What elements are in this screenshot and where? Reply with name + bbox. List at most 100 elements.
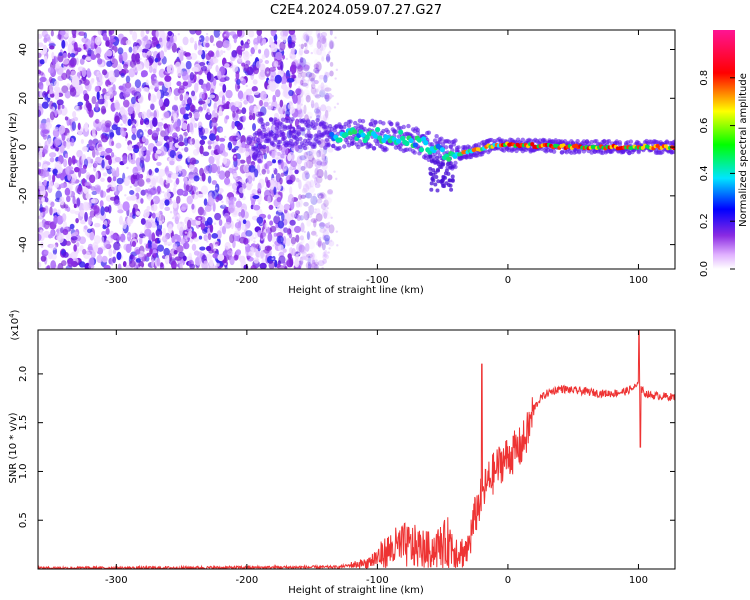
heatmap-cell — [276, 235, 284, 244]
heatmap-cell — [310, 119, 316, 125]
heatmap-cell — [112, 256, 117, 264]
heatmap-cell — [190, 90, 196, 97]
heatmap-cell — [255, 106, 259, 110]
heatmap-cell — [270, 30, 276, 37]
x-axis-label-bottom: Height of straight line (km) — [288, 585, 424, 596]
heatmap-cell — [295, 253, 299, 261]
heatmap-cell — [221, 95, 226, 105]
heatmap-cell — [232, 64, 239, 73]
heatmap-cell — [233, 133, 236, 136]
heatmap-cell — [304, 170, 309, 176]
heatmap-cell — [428, 154, 433, 159]
heatmap-cell — [52, 208, 58, 214]
heatmap-cell — [289, 186, 293, 195]
colorbar-tick-label: 0.8 — [699, 70, 710, 86]
heatmap-cell — [98, 146, 105, 152]
heatmap-cell — [91, 198, 99, 204]
heatmap-cell — [174, 216, 180, 225]
heatmap-cell — [258, 202, 261, 205]
heatmap-cell — [302, 32, 309, 40]
heatmap-cell — [282, 248, 287, 253]
heatmap-cell — [319, 50, 327, 58]
y-ticks-top: -40 -20 0 20 40 — [18, 43, 675, 253]
heatmap-cell — [221, 225, 227, 235]
heatmap-cell — [243, 164, 250, 173]
heatmap-cell — [285, 258, 289, 261]
heatmap-cell — [202, 151, 210, 157]
heatmap-cell — [69, 209, 76, 214]
heatmap-cell — [229, 31, 237, 36]
heatmap-cell — [381, 121, 386, 126]
heatmap-cell — [70, 236, 78, 241]
heatmap-cell — [162, 202, 166, 206]
heatmap-cell — [70, 251, 78, 259]
heatmap-cell — [212, 242, 215, 246]
heatmap-cell — [67, 257, 74, 268]
heatmap-cell — [130, 195, 137, 201]
heatmap-cell — [404, 147, 410, 152]
heatmap-cell — [322, 251, 327, 257]
heatmap-cell — [310, 253, 317, 261]
heatmap-cell — [155, 175, 163, 184]
heatmap-cell — [93, 160, 98, 168]
heatmap-cell — [172, 109, 175, 113]
heatmap-cell — [309, 38, 314, 48]
y-tick-label: 40 — [18, 43, 29, 56]
heatmap-cell — [314, 178, 320, 184]
heatmap-cell — [209, 88, 215, 95]
heatmap-cell — [110, 151, 115, 158]
heatmap-cell — [594, 138, 599, 144]
heatmap-cell — [315, 208, 321, 216]
heatmap-cell — [135, 45, 141, 54]
heatmap-cell — [120, 72, 125, 78]
y-tick-label: 1.5 — [18, 415, 29, 431]
heatmap-cell — [323, 234, 331, 242]
heatmap-cell — [150, 204, 158, 212]
heatmap-cell — [198, 126, 206, 136]
heatmap-cell — [305, 192, 313, 199]
heatmap-cell — [216, 230, 222, 240]
heatmap-cell — [212, 77, 217, 87]
heatmap-cell — [153, 199, 156, 202]
heatmap-cell — [189, 71, 195, 81]
heatmap-cell — [220, 165, 223, 168]
heatmap-cell — [307, 255, 312, 266]
heatmap-cell — [39, 204, 43, 213]
heatmap-cell — [151, 259, 155, 268]
heatmap-cell — [138, 260, 145, 269]
heatmap-cell — [155, 127, 160, 132]
heatmap-cell — [170, 260, 177, 269]
heatmap-cell — [85, 193, 92, 200]
heatmap-cell — [222, 157, 228, 165]
heatmap-cell — [290, 117, 295, 122]
heatmap-cell — [116, 166, 120, 177]
heatmap-cell — [327, 147, 334, 153]
heatmap-cell — [201, 91, 204, 95]
heatmap-cell — [327, 190, 334, 196]
heatmap-cell — [307, 79, 311, 82]
heatmap-cell — [197, 49, 203, 56]
heatmap-cell — [103, 240, 111, 249]
heatmap-cell — [299, 81, 307, 87]
heatmap-cell — [116, 251, 122, 261]
heatmap-cell — [331, 94, 334, 98]
heatmap-cell — [212, 253, 219, 259]
heatmap-cell — [269, 225, 277, 233]
heatmap-cell — [213, 248, 217, 252]
heatmap-cell — [125, 39, 132, 45]
heatmap-cell — [315, 259, 318, 262]
heatmap-cell — [167, 30, 173, 37]
heatmap-cell — [261, 54, 266, 60]
heatmap-cell — [306, 119, 311, 124]
heatmap-cell — [198, 217, 201, 220]
heatmap-cell — [446, 182, 451, 187]
heatmap-cell — [215, 196, 220, 203]
heatmap-cell — [272, 244, 275, 247]
heatmap-cell — [335, 230, 339, 233]
heatmap-cell — [75, 217, 79, 224]
heatmap-cell — [245, 84, 248, 88]
heatmap-cell — [223, 100, 226, 103]
heatmap-cell — [232, 172, 238, 178]
heatmap-cell — [146, 90, 150, 93]
heatmap-cell — [172, 113, 178, 122]
